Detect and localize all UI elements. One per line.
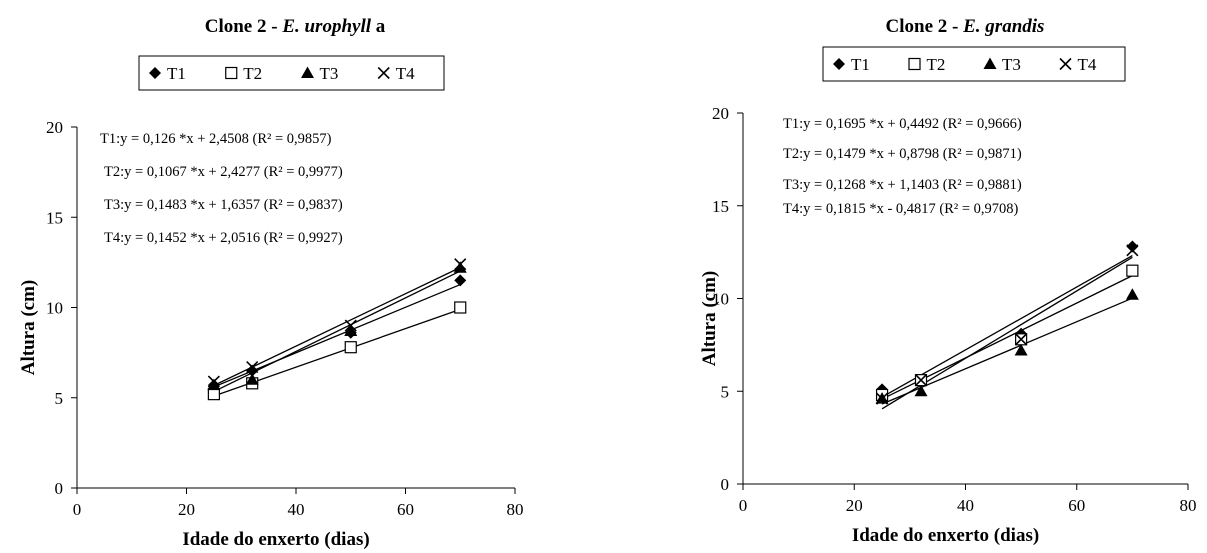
equation-t1: T1:y = 0,126 *x + 2,4508 (R² = 0,9857) [100,131,332,147]
x-tick-label: 20 [178,500,195,519]
legend-marker-t1 [149,67,161,79]
legend-box [138,55,445,91]
legend-marker-t2 [908,57,921,71]
point-t4 [914,374,928,387]
legend-marker-t3 [301,66,314,78]
x-tick-label: 20 [846,496,863,515]
legend: T1 T2 T3 T4 [138,55,445,91]
equation-t1: T1:y = 0,1695 *x + 0,4492 (R² = 0,9666) [783,116,1022,132]
equation-t4: T4:y = 0,1452 *x + 2,0516 (R² = 0,9927) [104,230,343,246]
point-t1 [246,364,259,377]
y-tick-label: 0 [55,479,64,498]
point-t3 [453,261,467,273]
y-axis-label: Altura (cm) [699,271,720,367]
point-t4 [454,258,467,271]
x-tick-label: 40 [288,500,305,519]
x-tick-label: 40 [957,496,974,515]
point-t3 [245,373,259,385]
legend: T1 T2 T3 T4 [822,46,1126,82]
x-tick-label: 80 [1180,496,1197,515]
equation-t2: T2:y = 0,1479 *x + 0,8798 (R² = 0,9871) [783,146,1022,162]
equation-t3: T3:y = 0,1483 *x + 1,6357 (R² = 0,9837) [104,197,343,213]
legend-marker-t3 [983,57,997,69]
x-tick-label: 0 [73,500,82,519]
y-tick-label: 20 [46,118,63,137]
point-t3 [1014,343,1028,356]
point-t2 [207,388,220,401]
chart-2: Clone 2 - E. grandis T1 T2 T3 T4 0 5 10 15 20 0 20 4… [699,16,1197,546]
point-t4 [1126,244,1139,257]
legend-box [822,46,1126,82]
chart-title-prefix: Clone 2 - [205,16,283,37]
legend-label-t1: T1 [851,55,870,74]
legend-marker-t2 [225,66,238,80]
y-tick-label: 5 [721,382,730,401]
y-tick-label: 0 [721,475,730,494]
chart-title-species: E. grandis [962,16,1044,37]
x-tick-label: 0 [739,496,748,515]
point-t4 [246,360,259,374]
legend-label-t4: T4 [1078,55,1097,74]
point-t2 [344,341,357,354]
legend-label-t2: T2 [927,55,946,74]
point-t4 [344,319,357,332]
y-tick-label: 10 [46,299,63,318]
point-t2 [454,301,467,314]
y-tick-label: 10 [712,290,729,309]
equation-t3: T3:y = 0,1268 *x + 1,1403 (R² = 0,9881) [783,177,1022,193]
point-t3 [914,384,928,397]
trendline-t3 [881,297,1133,405]
point-t3 [1125,288,1139,300]
legend-label-t2: T2 [243,64,262,83]
point-t3 [344,324,358,336]
y-tick-label: 15 [712,197,729,216]
legend-marker-t4 [377,66,390,80]
point-t1 [454,274,467,287]
y-tick-label: 20 [712,104,729,123]
y-tick-label: 5 [55,389,64,408]
chart-title-species: E. urophyll [281,16,371,37]
equation-t4: T4:y = 0,1815 *x - 0,4817 (R² = 0,9708) [783,201,1019,217]
chart-title-suffix: a [371,16,386,37]
point-t4 [207,375,220,388]
legend-label-t3: T3 [1002,55,1021,74]
legend-label-t4: T4 [396,64,415,83]
legend-label-t3: T3 [320,64,339,83]
chart-1: Clone 2 - E. urophyll a T1 T2 T3 T4 0 5 10 15 20 0… [18,16,524,550]
x-tick-label: 60 [397,500,414,519]
x-tick-label: 80 [507,500,524,519]
point-t1 [1126,240,1139,253]
chart-title: Clone 2 - E. grandis [886,16,1045,37]
point-t4 [875,392,889,405]
trendline-t4 [213,266,461,387]
x-axis-label: Idade do enxerto (dias) [852,525,1039,546]
point-t3 [207,378,221,391]
legend-label-t1: T1 [167,64,186,83]
equation-t2: T2:y = 0,1067 *x + 2,4277 (R² = 0,9977) [104,164,343,180]
y-axis-label: Altura (cm) [18,280,39,376]
chart-title-prefix: Clone 2 - [886,16,964,37]
point-t2 [1126,264,1139,277]
x-axis-label: Idade do enxerto (dias) [182,529,369,550]
trendline-t1 [881,255,1133,398]
chart-title: Clone 2 - E. urophyll a [205,16,386,37]
y-tick-label: 15 [46,208,63,227]
legend-marker-t1 [833,58,845,70]
x-tick-label: 60 [1068,496,1085,515]
legend-marker-t4 [1059,57,1072,71]
point-t4 [1015,333,1028,346]
